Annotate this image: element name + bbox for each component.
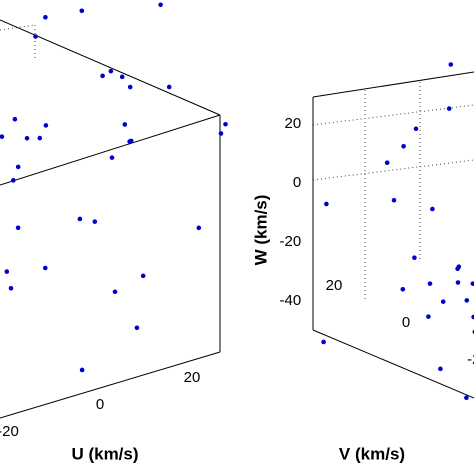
- data-point: [4, 269, 10, 274]
- data-point: [448, 62, 454, 67]
- data-point: [223, 121, 228, 127]
- x-tick-label: 0: [96, 396, 104, 413]
- data-point: [43, 14, 48, 20]
- data-point: [112, 289, 118, 295]
- data-point: [413, 126, 419, 132]
- data-point: [464, 395, 469, 401]
- data-point: [196, 225, 202, 231]
- x-tick-label: 0: [402, 314, 410, 331]
- z-tick-label: 0: [293, 174, 301, 191]
- data-point: [430, 206, 435, 212]
- data-point: [427, 281, 433, 286]
- data-point: [438, 366, 443, 372]
- data-point: [108, 68, 114, 74]
- data-point: [37, 135, 43, 141]
- data-point: [384, 160, 390, 165]
- data-point: [471, 314, 474, 320]
- data-point: [400, 287, 406, 292]
- data-point: [324, 201, 329, 207]
- data-point: [92, 219, 98, 224]
- data-point: [122, 122, 128, 127]
- data-point: [140, 273, 146, 279]
- data-point: [119, 74, 125, 80]
- data-point: [109, 155, 115, 160]
- x-tick-label: -20: [467, 351, 474, 368]
- data-point: [440, 299, 446, 304]
- data-point: [33, 34, 38, 39]
- data-point: [158, 2, 163, 8]
- data-point: [43, 123, 49, 128]
- data-point: [426, 314, 431, 319]
- data-point: [8, 286, 14, 291]
- data-point: [127, 139, 132, 144]
- data-point: [24, 135, 30, 141]
- plots: -20 0 20 -20 0 20 -40 -20 0 20: [0, 2, 474, 440]
- data-point: [455, 266, 460, 272]
- data-point: [391, 197, 397, 203]
- z-axis-label: W (km/s): [251, 195, 270, 266]
- box-right: [312, 71, 474, 399]
- data-point: [43, 265, 48, 271]
- x-tick-label: 20: [326, 277, 343, 294]
- z-tick-label: 20: [285, 115, 302, 132]
- data-point: [446, 106, 452, 111]
- data-point: [100, 73, 105, 79]
- data-point: [470, 281, 474, 286]
- data-point: [11, 178, 16, 183]
- data-point: [455, 280, 461, 285]
- x-tick-label: -20: [0, 423, 19, 440]
- z-tick-label: -20: [280, 233, 302, 250]
- data-point: [15, 225, 21, 231]
- data-point: [77, 216, 83, 222]
- data-point: [15, 164, 21, 170]
- data-point: [79, 367, 85, 373]
- data-point: [127, 84, 133, 90]
- z-tick-label: -40: [280, 292, 302, 309]
- x-axis-label: V (km/s): [339, 444, 405, 463]
- data-point: [321, 339, 326, 345]
- x-tick-label: 20: [184, 369, 201, 386]
- data-point: [0, 134, 5, 139]
- data-point: [464, 298, 470, 303]
- data-point: [134, 325, 140, 331]
- data-point: [12, 116, 18, 122]
- box-left: [0, 19, 221, 419]
- data-point: [79, 8, 85, 14]
- data-point: [166, 84, 172, 90]
- data-point: [412, 255, 417, 260]
- data-point: [401, 144, 406, 149]
- data-point: [218, 131, 224, 136]
- x-axis-label: U (km/s): [71, 444, 138, 463]
